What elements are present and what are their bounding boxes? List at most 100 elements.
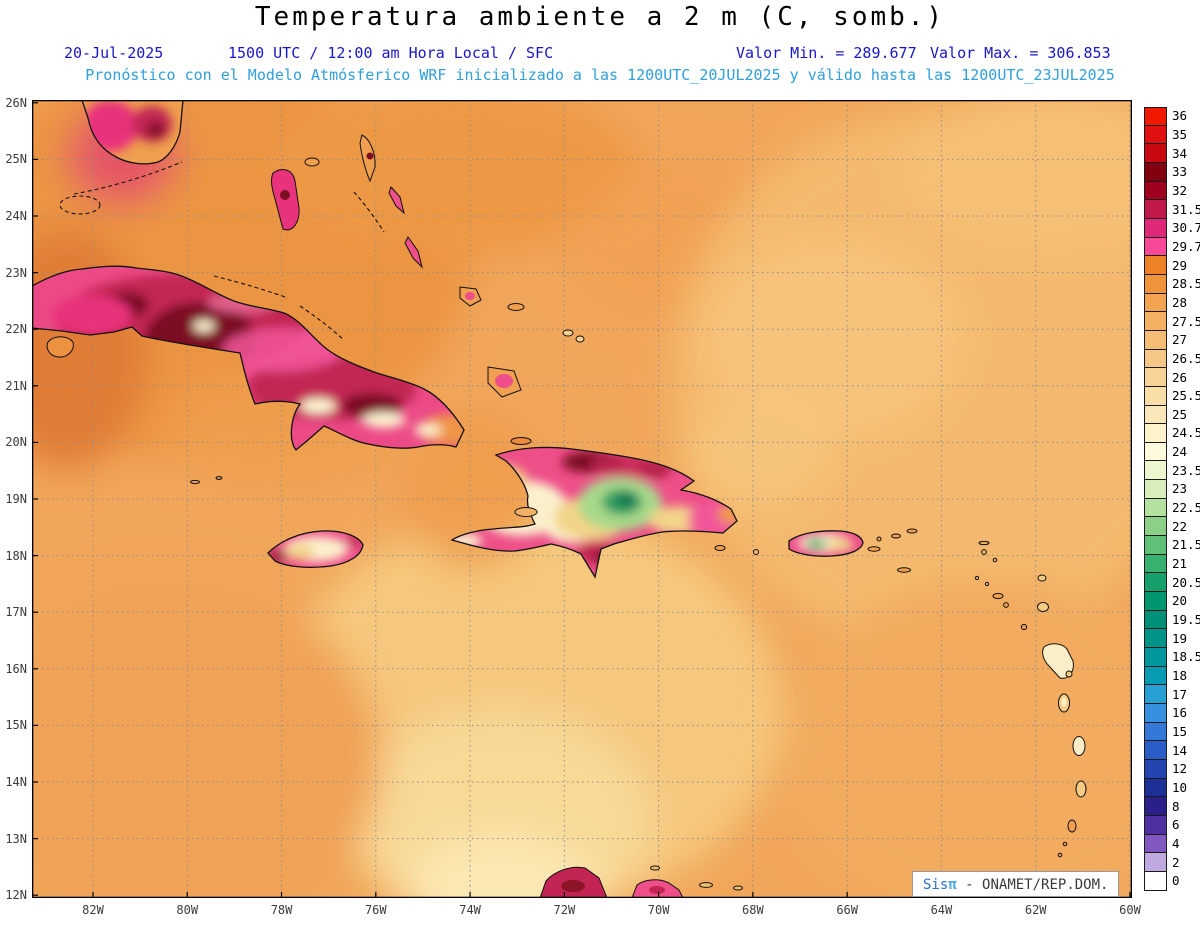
legend-value-label: 22.5 bbox=[1172, 500, 1200, 516]
legend-entry: 28.5 bbox=[1144, 274, 1200, 294]
legend-color-swatch bbox=[1144, 778, 1167, 798]
legend-value-label: 21 bbox=[1172, 556, 1188, 572]
temperature-legend: 36 35 34 33 32 31.5 30.7 29.7 29 28.5 28 27.5 27 26.5… bbox=[1144, 107, 1200, 891]
lat-tick-label: 19N bbox=[5, 492, 27, 506]
legend-color-swatch bbox=[1144, 386, 1167, 406]
legend-value-label: 17 bbox=[1172, 686, 1188, 702]
archipelago-dashed-coasts bbox=[59, 161, 385, 341]
legend-value-label: 16 bbox=[1172, 705, 1188, 721]
legend-color-swatch bbox=[1144, 218, 1167, 238]
lat-tick-label: 22N bbox=[5, 322, 27, 337]
legend-value-label: 23 bbox=[1172, 481, 1188, 497]
legend-value-label: 27.5 bbox=[1172, 313, 1200, 329]
legend-entry: 25 bbox=[1144, 405, 1200, 425]
legend-entry: 26.5 bbox=[1144, 349, 1200, 369]
lat-tick-label: 17N bbox=[5, 605, 27, 620]
legend-entry: 31.5 bbox=[1144, 200, 1200, 219]
credit-badge: Sisπ - ONAMET/REP.DOM. bbox=[912, 871, 1120, 897]
legend-entry: 24 bbox=[1144, 442, 1200, 462]
legend-value-label: 18 bbox=[1172, 668, 1188, 684]
legend-value-label: 28.5 bbox=[1172, 276, 1200, 292]
legend-entry: 22.5 bbox=[1144, 498, 1200, 518]
lon-tick-label: 74W bbox=[459, 903, 481, 917]
legend-entry: 27.5 bbox=[1144, 312, 1200, 331]
legend-value-label: 32 bbox=[1172, 182, 1188, 198]
legend-color-swatch bbox=[1144, 405, 1167, 425]
sispi-logo: Sisπ bbox=[923, 877, 957, 893]
legend-color-swatch bbox=[1144, 666, 1167, 686]
legend-color-swatch bbox=[1144, 592, 1167, 611]
legend-entry: 20 bbox=[1144, 592, 1200, 611]
legend-value-label: 18.5 bbox=[1172, 649, 1200, 665]
lon-tick-label: 70W bbox=[647, 903, 670, 917]
legend-entry: 34 bbox=[1144, 144, 1200, 163]
lon-tick-label: 72W bbox=[553, 903, 576, 917]
legend-value-label: 29 bbox=[1172, 257, 1188, 273]
legend-entry: 26 bbox=[1144, 368, 1200, 387]
legend-value-label: 36 bbox=[1172, 108, 1188, 124]
legend-color-swatch bbox=[1144, 274, 1167, 294]
legend-value-label: 2 bbox=[1172, 854, 1180, 870]
legend-value-label: 26.5 bbox=[1172, 350, 1200, 366]
legend-entry: 6 bbox=[1144, 815, 1200, 835]
lat-tick-label: 14N bbox=[5, 775, 27, 789]
lat-tick-label: 15N bbox=[5, 718, 27, 733]
legend-entry: 2 bbox=[1144, 853, 1200, 872]
legend-color-swatch bbox=[1144, 722, 1167, 742]
legend-entry: 10 bbox=[1144, 778, 1200, 798]
legend-color-swatch bbox=[1144, 125, 1167, 145]
map-area: Sisπ - ONAMET/REP.DOM. bbox=[32, 100, 1132, 898]
legend-color-swatch bbox=[1144, 853, 1167, 872]
legend-color-swatch bbox=[1144, 424, 1167, 443]
legend-entry: 17 bbox=[1144, 685, 1200, 704]
legend-value-label: 19.5 bbox=[1172, 612, 1200, 628]
legend-value-label: 30.7 bbox=[1172, 220, 1200, 236]
legend-value-label: 29.7 bbox=[1172, 238, 1200, 254]
legend-color-swatch bbox=[1144, 815, 1167, 835]
lon-tick-label: 82W bbox=[82, 903, 104, 917]
legend-entry: 15 bbox=[1144, 722, 1200, 742]
forecast-time: 1500 UTC / 12:00 am Hora Local / SFC bbox=[228, 44, 554, 62]
lat-tick-label: 16N bbox=[5, 661, 27, 676]
legend-entry: 0 bbox=[1144, 871, 1200, 891]
map-canvas bbox=[32, 100, 1132, 898]
legend-color-swatch bbox=[1144, 573, 1167, 593]
florida-landmass bbox=[81, 100, 184, 165]
lat-tick-label: 26N bbox=[5, 95, 27, 110]
legend-color-swatch bbox=[1144, 536, 1167, 555]
legend-color-swatch bbox=[1144, 293, 1167, 313]
legend-entry: 36 bbox=[1144, 107, 1200, 126]
value-max-label: Valor Max. = 306.853 bbox=[930, 44, 1111, 62]
latitude-axis: 26N 25N 24N 23N 22N 21N 20N 19N 18N 17N 16N 15N 14N 1… bbox=[0, 96, 30, 902]
legend-entry: 12 bbox=[1144, 759, 1200, 779]
legend-value-label: 25.5 bbox=[1172, 388, 1200, 404]
legend-color-swatch bbox=[1144, 442, 1167, 462]
legend-value-label: 10 bbox=[1172, 779, 1188, 795]
legend-value-label: 24 bbox=[1172, 444, 1188, 460]
legend-value-label: 12 bbox=[1172, 761, 1188, 777]
forecast-model-line: Pronóstico con el Modelo Atmósferico WRF… bbox=[85, 66, 1115, 84]
lat-tick-label: 18N bbox=[5, 548, 27, 563]
legend-color-swatch bbox=[1144, 312, 1167, 331]
legend-entry: 18.5 bbox=[1144, 648, 1200, 667]
legend-color-swatch bbox=[1144, 685, 1167, 704]
lon-tick-label: 60W bbox=[1119, 903, 1141, 917]
legend-value-label: 23.5 bbox=[1172, 462, 1200, 478]
lat-tick-label: 12N bbox=[5, 888, 27, 903]
legend-color-swatch bbox=[1144, 517, 1167, 537]
legend-color-swatch bbox=[1144, 237, 1167, 257]
map-frame bbox=[32, 100, 1132, 898]
legend-entry: 29.7 bbox=[1144, 237, 1200, 257]
legend-color-swatch bbox=[1144, 162, 1167, 182]
legend-value-label: 33 bbox=[1172, 164, 1188, 180]
legend-entry: 19.5 bbox=[1144, 610, 1200, 630]
legend-entry: 27 bbox=[1144, 330, 1200, 350]
legend-value-label: 25 bbox=[1172, 406, 1188, 422]
legend-value-label: 35 bbox=[1172, 126, 1188, 142]
legend-color-swatch bbox=[1144, 610, 1167, 630]
legend-entry: 20.5 bbox=[1144, 573, 1200, 593]
legend-entry: 18 bbox=[1144, 666, 1200, 686]
legend-entry: 23.5 bbox=[1144, 461, 1200, 481]
legend-value-label: 24.5 bbox=[1172, 425, 1200, 441]
